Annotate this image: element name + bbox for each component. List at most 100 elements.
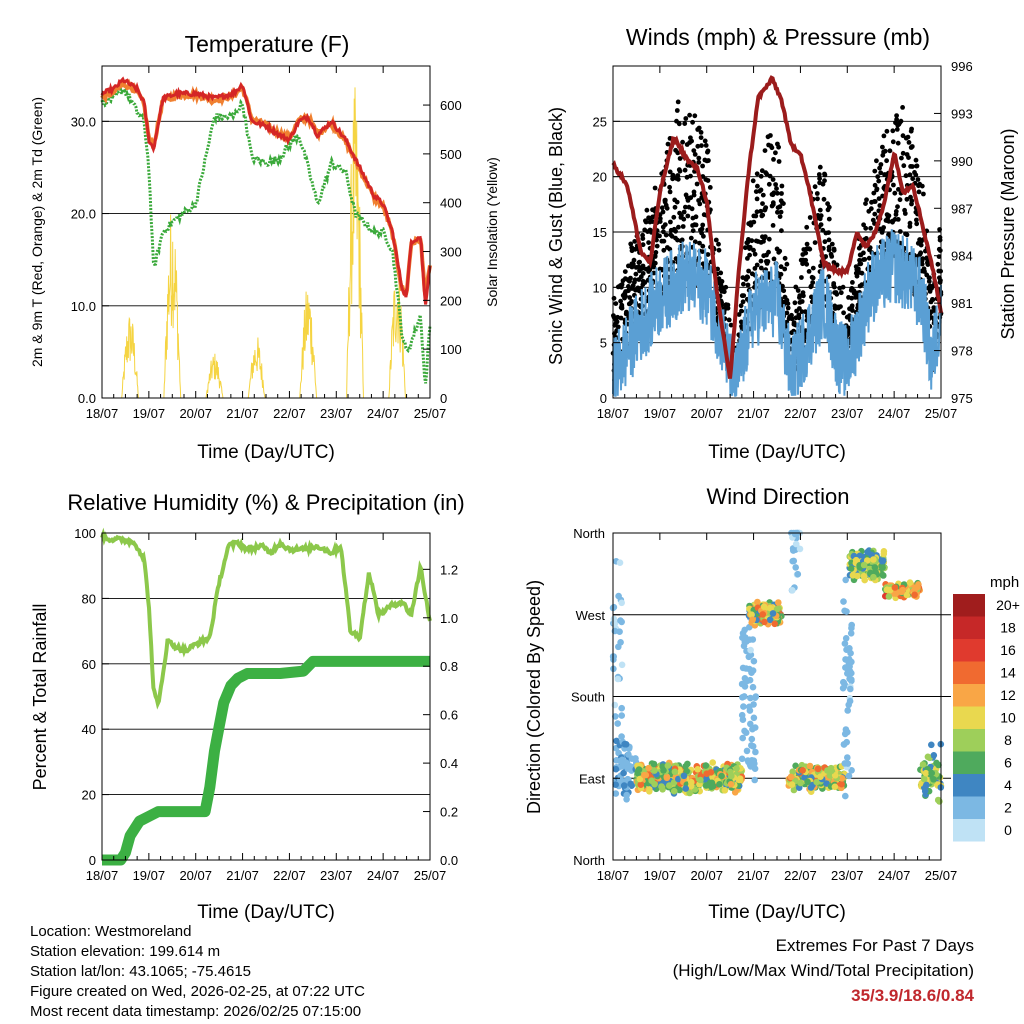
gust-point	[831, 247, 837, 253]
temp-ytick-label: 10.0	[71, 299, 96, 314]
direction-point	[831, 772, 839, 779]
direction-point	[612, 713, 619, 720]
winds-title: Winds (mph) & Pressure (mb)	[626, 24, 930, 50]
gust-point	[816, 172, 822, 177]
gust-point	[706, 158, 711, 163]
gust-point	[786, 316, 792, 321]
gust-point	[904, 196, 910, 202]
direction-point	[860, 561, 868, 569]
gust-point	[815, 196, 820, 202]
gust-point	[916, 189, 922, 195]
direction-point	[694, 766, 701, 773]
dir-ytick-label: East	[579, 771, 605, 786]
direction-point	[880, 550, 888, 558]
gust-point	[806, 269, 812, 274]
wind-ytick-label: 0	[600, 391, 607, 406]
gust-point	[723, 284, 729, 290]
gust-point	[777, 248, 783, 254]
direction-point	[749, 667, 757, 674]
gust-point	[906, 140, 912, 145]
gust-point	[657, 216, 663, 222]
gust-point	[866, 255, 872, 261]
direction-point	[860, 572, 868, 580]
direction-point	[789, 768, 796, 775]
gust-point	[771, 157, 776, 162]
gust-point	[799, 275, 804, 280]
gust-point	[791, 320, 797, 325]
gust-point	[665, 141, 671, 147]
gust-point	[880, 144, 885, 150]
rh-ytick-label: 20	[82, 788, 96, 803]
direction-point	[828, 767, 835, 775]
solar-ytick-label-r: 400	[440, 196, 462, 211]
gust-point	[740, 299, 746, 305]
legend-label: 0	[1004, 822, 1012, 838]
direction-point	[746, 676, 754, 684]
gust-point	[895, 217, 901, 222]
gust-point	[903, 135, 909, 141]
gust-point	[672, 204, 678, 210]
solar-spike	[346, 87, 364, 399]
direction-point	[624, 765, 631, 772]
precipitation-line	[102, 655, 430, 866]
direction-point	[752, 748, 759, 756]
gust-point	[777, 214, 783, 220]
info-recent: Most recent data timestamp: 2026/02/25 0…	[30, 1003, 362, 1020]
gust-point	[760, 234, 765, 240]
gust-point	[907, 172, 913, 178]
gust-point	[661, 247, 667, 253]
temp-xtick-label: 18/07	[86, 406, 119, 421]
gust-point	[691, 148, 697, 154]
direction-point	[838, 780, 845, 788]
gust-point	[779, 191, 784, 196]
direction-point	[749, 616, 756, 624]
gust-point	[800, 252, 806, 257]
direction-point	[891, 584, 899, 591]
gust-point	[893, 209, 899, 214]
gust-point	[872, 168, 878, 174]
direction-point	[841, 640, 849, 647]
direction-point	[856, 552, 864, 560]
direction-point	[650, 760, 658, 768]
gust-point	[696, 198, 701, 203]
gust-point	[804, 241, 810, 247]
gust-point	[726, 317, 732, 323]
gust-point	[754, 209, 760, 215]
gust-point	[766, 142, 771, 148]
precip-ytick-label-r: 1.2	[440, 562, 458, 577]
gust-point	[853, 264, 859, 269]
direction-point	[741, 626, 748, 634]
gust-point	[675, 150, 681, 156]
gust-point	[807, 246, 813, 252]
direction-point	[846, 645, 853, 652]
gust-point	[629, 285, 635, 291]
direction-point	[740, 703, 747, 710]
gust-point	[890, 128, 896, 134]
gust-point	[918, 250, 924, 256]
gust-point	[758, 208, 764, 214]
direction-point	[842, 576, 849, 584]
info-elevation: Station elevation: 199.614 m	[30, 943, 221, 960]
gust-point	[784, 261, 790, 267]
gust-point	[875, 174, 881, 180]
dir-xtick-label: 23/07	[831, 868, 864, 883]
gust-point	[636, 277, 642, 282]
temp-xtick-label: 24/07	[367, 406, 400, 421]
direction-point	[658, 783, 665, 790]
gust-point	[874, 158, 879, 164]
gust-point	[689, 206, 695, 212]
legend-label: 2	[1004, 800, 1012, 816]
direction-point	[750, 701, 757, 708]
direction-point	[751, 776, 758, 784]
gust-point	[745, 256, 750, 261]
gust-point	[613, 301, 619, 306]
gust-point	[899, 155, 904, 161]
gust-point	[890, 139, 896, 145]
solar-spike	[388, 275, 407, 399]
winds-pressure-panel: Winds (mph) & Pressure (mb) 0 5 10 15 20 25 97…	[546, 24, 1018, 463]
humidity-title: Relative Humidity (%) & Precipitation (i…	[67, 490, 464, 515]
precip-ytick-label-r: 1.0	[440, 611, 458, 626]
extremes-box: Extremes For Past 7 Days (High/Low/Max W…	[673, 933, 974, 1008]
direction-point	[750, 657, 758, 665]
solar-ytick-label-r: 100	[440, 342, 462, 357]
